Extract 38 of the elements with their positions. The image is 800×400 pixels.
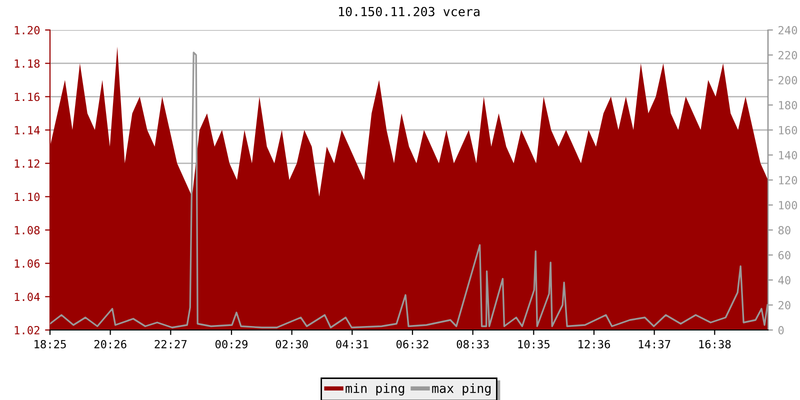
x-tick-label: 06:32 [396, 340, 428, 348]
y2-tick-label: 240 [778, 26, 798, 34]
x-tick-label: 00:29 [215, 340, 248, 348]
y2-tick-label: 100 [779, 201, 798, 210]
x-tick-label: 20:26 [94, 340, 126, 348]
y-tick-label: 1.16 [14, 92, 40, 102]
y2-tick-label: 0 [778, 326, 784, 334]
legend-label: min ping [346, 383, 404, 396]
y2-tick-label: 220 [778, 51, 798, 60]
x-tick-label: 18:25 [34, 340, 66, 348]
y-tick-label: 1.10 [14, 192, 40, 202]
y2-tick-label: 200 [778, 76, 798, 84]
y-tick-label: 1.20 [14, 26, 40, 34]
legend-label: max ping [432, 383, 491, 396]
chart-title: 10.150.11.203 vcera [339, 6, 480, 16]
y2-tick-label: 40 [778, 276, 790, 284]
x-tick-label: 14:37 [638, 340, 670, 348]
x-tick-label: 04:31 [336, 340, 368, 348]
y2-tick-label: 180 [779, 101, 798, 110]
y2-tick-label: 120 [779, 176, 798, 184]
x-tick-label: 02:30 [276, 340, 308, 348]
y-tick-label: 1.08 [14, 226, 40, 234]
y-tick-label: 1.14 [14, 126, 40, 134]
y-tick-label: 1.04 [14, 292, 40, 302]
y-tick-label: 1.06 [14, 259, 40, 268]
x-tick-label: 16:38 [699, 340, 731, 348]
x-tick-label: 22:27 [154, 340, 187, 348]
x-tick-label: 10:35 [518, 340, 550, 348]
y2-tick-label: 20 [778, 301, 790, 310]
y2-tick-label: 160 [779, 126, 798, 134]
y2-tick-label: 60 [778, 251, 790, 260]
x-tick-label: 08:33 [456, 340, 489, 348]
y-tick-label: 1.18 [14, 59, 40, 68]
y-tick-label: 1.12 [14, 159, 40, 168]
y2-tick-label: 80 [778, 226, 790, 234]
x-tick-label: 12:36 [578, 340, 610, 348]
y2-tick-label: 140 [779, 151, 798, 160]
y-tick-label: 1.02 [14, 326, 40, 334]
